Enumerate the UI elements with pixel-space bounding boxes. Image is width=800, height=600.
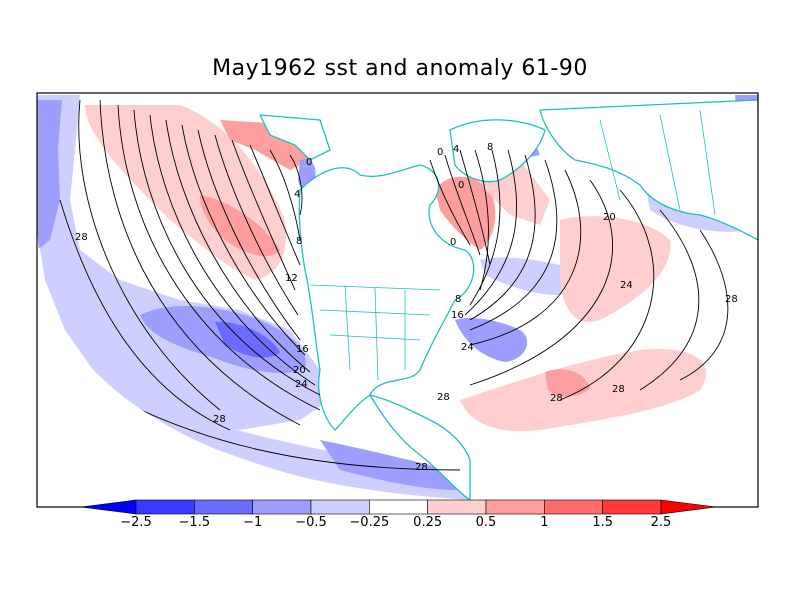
contour-label: 28 bbox=[725, 294, 738, 305]
contour-label: 28 bbox=[550, 393, 563, 404]
contour-label: 12 bbox=[285, 273, 298, 284]
colorbar-tick-label: 0.25 bbox=[413, 515, 443, 530]
contour-label: 0 bbox=[458, 180, 464, 191]
anomaly-westedge bbox=[37, 100, 62, 250]
anomaly-goa-core bbox=[200, 195, 280, 257]
contour-label: 8 bbox=[296, 236, 302, 247]
contour-label: 0 bbox=[450, 237, 456, 248]
anomaly-natl-warm bbox=[560, 216, 671, 322]
contour-label: 8 bbox=[487, 142, 493, 153]
contour-label: 16 bbox=[451, 310, 464, 321]
colorbar-segment bbox=[485, 499, 545, 515]
alaska-landmass bbox=[258, 114, 331, 161]
map-title: May1962 sst and anomaly 61-90 bbox=[212, 56, 588, 81]
colorbar-segment bbox=[427, 499, 487, 515]
colorbar-tick-label: −1 bbox=[243, 515, 263, 530]
colorbar-segment bbox=[135, 499, 195, 515]
contour-label: 28 bbox=[437, 392, 450, 403]
political-boundaries bbox=[309, 109, 716, 381]
contour-label: 28 bbox=[75, 232, 88, 243]
greenland-landmass bbox=[449, 119, 546, 183]
north-america-landmass bbox=[298, 164, 475, 431]
colorbar-segment bbox=[310, 499, 370, 515]
colorbar-segment bbox=[602, 499, 662, 515]
contour-label: 20 bbox=[603, 212, 616, 223]
colorbar-tick-label: 2.5 bbox=[650, 515, 672, 530]
contour-label: 28 bbox=[415, 462, 428, 473]
colorbar-tick-label: −0.25 bbox=[349, 515, 390, 530]
colorbar-tick-label: −2.5 bbox=[120, 515, 152, 530]
colorbar-segment bbox=[252, 499, 312, 515]
contour-labels: 0 4 8 12 16 20 24 28 28 28 0 4 8 0 0 8 1… bbox=[75, 142, 738, 473]
anomaly-newfoundland-cold bbox=[480, 257, 577, 296]
colorbar-segment bbox=[194, 499, 253, 515]
contour-label: 8 bbox=[455, 294, 461, 305]
colorbar-high-arrow bbox=[660, 499, 717, 515]
colorbar bbox=[80, 499, 717, 515]
contour-label: 16 bbox=[296, 344, 309, 355]
anomaly-subtrop-core bbox=[545, 369, 590, 397]
contour-label: 28 bbox=[213, 414, 226, 425]
colorbar-tick-label: −0.5 bbox=[295, 515, 327, 530]
colorbar-segment bbox=[369, 499, 428, 515]
colorbar-low-arrow bbox=[80, 499, 137, 515]
anomaly-south-core bbox=[320, 440, 460, 490]
colorbar-tick-label: −1.5 bbox=[178, 515, 211, 530]
anomaly-pacific-core2 bbox=[215, 321, 280, 358]
contour-label: 20 bbox=[293, 365, 306, 376]
contour-label: 24 bbox=[295, 379, 308, 390]
contour-label: 4 bbox=[453, 144, 459, 155]
colorbar-tick-label: 0.5 bbox=[475, 515, 497, 530]
contour-label: 4 bbox=[294, 189, 300, 200]
contour-label: 28 bbox=[612, 384, 625, 395]
colorbar-segment bbox=[544, 499, 603, 515]
colorbar-tick-label: 1 bbox=[540, 515, 549, 530]
contour-label: 24 bbox=[461, 342, 474, 353]
contour-label: 0 bbox=[306, 157, 312, 168]
sst-contours bbox=[59, 99, 729, 471]
colorbar-tick-label: 1.5 bbox=[592, 515, 613, 530]
contour-label: 0 bbox=[437, 147, 443, 158]
contour-label: 24 bbox=[620, 280, 633, 291]
